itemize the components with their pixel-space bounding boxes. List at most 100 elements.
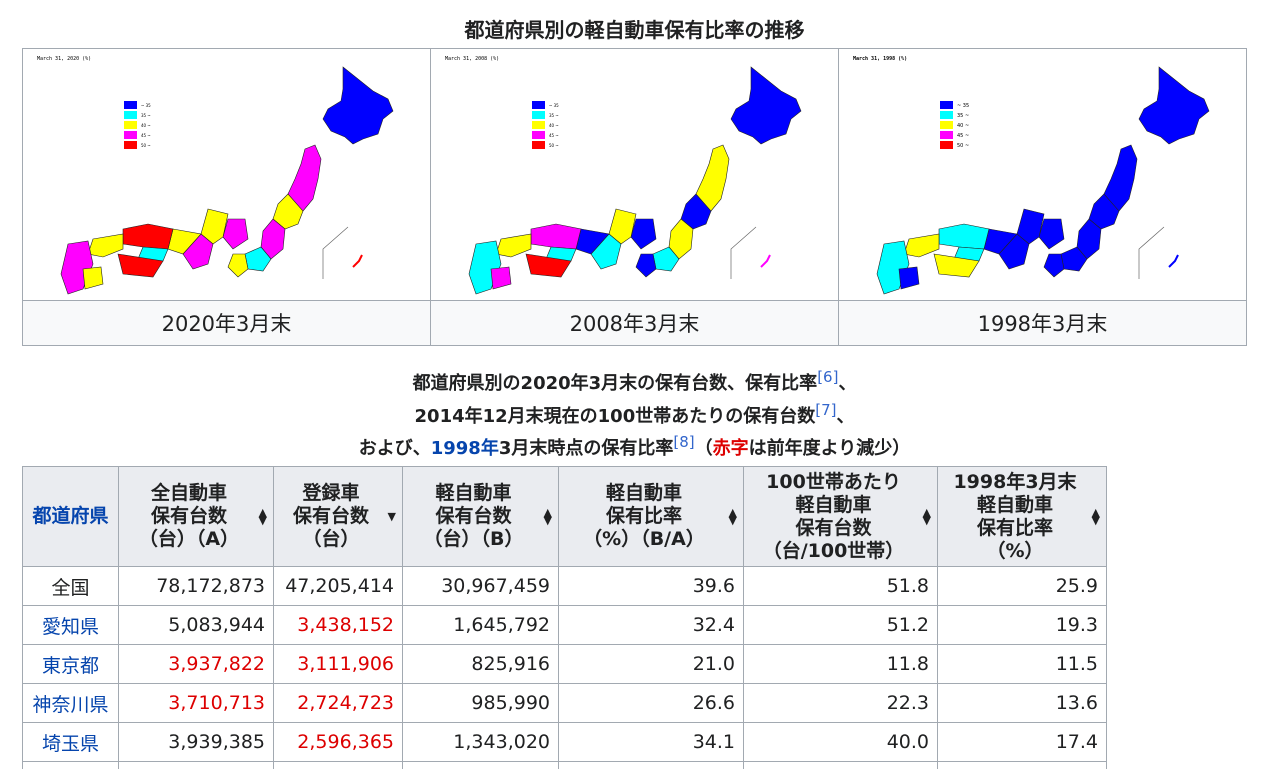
map-shapes (876, 66, 1210, 295)
map-image-2008[interactable]: March 31, 2008 (%) ~ 35 35 ~ 40 ~ 45 ~ 50 … (431, 49, 838, 301)
ratio-1998-cell: 25.9 (937, 566, 1107, 606)
table-row: 愛知県 5,083,944 3,438,152 1,645,792 32.4 51.2 19… (22, 605, 1107, 645)
ratio-1998-cell: 11.5 (937, 644, 1107, 684)
map-panel-2008: March 31, 2008 (%) ~ 35 35 ~ 40 ~ 45 ~ 50 … (431, 49, 839, 345)
year-link-1998[interactable]: 1998年 (430, 438, 499, 459)
sort-icon[interactable]: ▲ ▼ (543, 505, 552, 527)
kei-cell: 1,343,020 (402, 722, 559, 762)
col-header-total[interactable]: 全自動車 保有台数 （台）（A） ▲ ▼ (118, 466, 274, 567)
okinawa-inset (1138, 226, 1179, 279)
table-row: 東京都 3,937,822 3,111,906 825,916 21.0 11.8 11.5 (22, 644, 1107, 684)
okinawa-inset (730, 226, 771, 279)
svg-text:45 ~: 45 ~ (549, 133, 559, 138)
prefecture-cell[interactable]: 愛知県 (22, 605, 119, 645)
per100-cell: 41.4 (743, 761, 938, 769)
ref-link-8[interactable]: [8] (673, 433, 695, 451)
per100-cell: 11.8 (743, 644, 938, 684)
col-header-registered[interactable]: 登録車 保有台数 （台） ▼ (273, 466, 403, 567)
map-image-2020[interactable]: March 31, 2020 (%) ~ 35 35 ~ 40 ~ 45 ~ 50 … (23, 49, 430, 301)
total-cell: 3,939,385 (118, 722, 274, 762)
map-panel-2020: March 31, 2020 (%) ~ 35 35 ~ 40 ~ 45 ~ 50 … (23, 49, 431, 345)
table-caption-line-2: 2014年12月末現在の100世帯あたりの保有台数[7]、 (414, 401, 855, 427)
ratio-cell: 32.4 (558, 605, 744, 645)
prefecture-cell[interactable]: 神奈川県 (22, 683, 119, 723)
svg-text:~ 35: ~ 35 (141, 103, 151, 108)
kei-cell: 825,916 (402, 644, 559, 684)
red-text-note: 赤字 (712, 438, 749, 459)
svg-text:40 ~: 40 ~ (141, 123, 151, 128)
prefecture-cell: 全国 (22, 566, 119, 606)
sort-desc-icon[interactable]: ▼ (387, 509, 396, 523)
ratio-cell: 21.0 (558, 644, 744, 684)
map-image-1998[interactable]: March 31, 1998 (%) ~ 35 35 ~ 40 ~ 45 ~ 50 … (839, 49, 1246, 301)
per100-cell: 40.0 (743, 722, 938, 762)
okinawa-inset (322, 226, 363, 279)
table-caption-line-1: 都道府県別の2020年3月末の保有台数、保有比率[6]、 (412, 368, 857, 394)
sort-icon[interactable]: ▲ ▼ (1091, 505, 1100, 527)
registered-cell: 3,111,906 (273, 644, 403, 684)
registered-cell: 3,438,152 (273, 605, 403, 645)
col-header-prefecture[interactable]: 都道府県 (22, 466, 119, 567)
total-cell: 78,172,873 (118, 566, 274, 606)
svg-text:~ 35: ~ 35 (549, 103, 559, 108)
total-cell: 3,937,822 (118, 644, 274, 684)
table-row: 埼玉県 3,939,385 2,596,365 1,343,020 34.1 40.0 17… (22, 722, 1107, 762)
ref-link-7[interactable]: [7] (815, 401, 837, 419)
svg-text:35 ~: 35 ~ (141, 113, 151, 118)
ratio-cell: 34.1 (558, 722, 744, 762)
registered-cell: 2,596,365 (273, 722, 403, 762)
prefecture-cell[interactable]: 北海道 (22, 761, 119, 769)
col-header-per100[interactable]: 100世帯あたり 軽自動車 保有台数 （台/100世帯） ▲ ▼ (743, 466, 938, 567)
col-header-1998[interactable]: 1998年3月末 軽自動車 保有比率 （%） ▲ ▼ (937, 466, 1107, 567)
ref-link-6[interactable]: [6] (817, 368, 839, 386)
svg-text:45 ~: 45 ~ (957, 133, 969, 139)
col-header-ratio[interactable]: 軽自動車 保有比率 （%）（B/A） ▲ ▼ (558, 466, 744, 567)
table-caption-line-3: および、1998年3月末時点の保有比率[8]（赤字は前年度より減少） (358, 433, 911, 459)
header-row: 都道府県 全自動車 保有台数 （台）（A） ▲ ▼ 登録車 保有台数 （台） ▼ 軽自… (22, 466, 1107, 567)
sort-icon[interactable]: ▲ ▼ (728, 505, 737, 527)
map-legend: ~ 35 35 ~ 40 ~ 45 ~ 50 ~ (124, 101, 151, 149)
total-cell: 3,710,713 (118, 683, 274, 723)
map-caption-1998: 1998年3月末 (839, 301, 1246, 345)
kei-cell: 985,990 (402, 683, 559, 723)
map-legend: ~ 35 35 ~ 40 ~ 45 ~ 50 ~ (940, 101, 969, 149)
registered-cell: 2,461,803 (273, 761, 403, 769)
svg-text:50 ~: 50 ~ (957, 143, 969, 149)
total-cell: 5,083,944 (118, 605, 274, 645)
table-row: 神奈川県 3,710,713 2,724,723 985,990 26.6 22.3 13.… (22, 683, 1107, 723)
kei-cell: 1,645,792 (402, 605, 559, 645)
ratio-1998-cell: 19.3 (937, 605, 1107, 645)
svg-text:35 ~: 35 ~ (549, 113, 559, 118)
registered-cell: 47,205,414 (273, 566, 403, 606)
col-header-kei[interactable]: 軽自動車 保有台数 （台）（B） ▲ ▼ (402, 466, 559, 567)
map-caption-2020: 2020年3月末 (23, 301, 430, 345)
per100-cell: 51.2 (743, 605, 938, 645)
svg-text:~ 35: ~ 35 (957, 103, 969, 109)
sort-icon[interactable]: ▲ ▼ (258, 505, 267, 527)
registered-cell: 2,724,723 (273, 683, 403, 723)
sort-icon[interactable]: ▲ ▼ (922, 505, 931, 527)
svg-text:40 ~: 40 ~ (957, 123, 969, 129)
map-header-text: March 31, 2020 (%) (37, 56, 91, 62)
svg-text:40 ~: 40 ~ (549, 123, 559, 128)
japan-map-2008: March 31, 2008 (%) ~ 35 35 ~ 40 ~ 45 ~ 50 … (445, 56, 802, 295)
per100-cell: 22.3 (743, 683, 938, 723)
svg-text:50 ~: 50 ~ (141, 143, 151, 148)
total-cell: 3,629,904 (118, 761, 274, 769)
ratio-cell: 39.6 (558, 566, 744, 606)
figure-title: 都道府県別の軽自動車保有比率の推移 (464, 18, 805, 42)
map-panel-1998: March 31, 1998 (%) ~ 35 35 ~ 40 ~ 45 ~ 50 … (839, 49, 1246, 345)
map-legend: ~ 35 35 ~ 40 ~ 45 ~ 50 ~ (532, 101, 559, 149)
table-row: 全国 78,172,873 47,205,414 30,967,459 39.6 51.8… (22, 566, 1107, 606)
prefecture-cell[interactable]: 埼玉県 (22, 722, 119, 762)
ratio-cell: 32.2 (558, 761, 744, 769)
map-header-text: March 31, 1998 (%) (853, 56, 907, 62)
japan-map-2020: March 31, 2020 (%) ~ 35 35 ~ 40 ~ 45 ~ 50 … (37, 56, 394, 295)
per100-cell: 51.8 (743, 566, 938, 606)
map-shapes (60, 66, 394, 295)
map-caption-2008: 2008年3月末 (431, 301, 838, 345)
kei-cell: 1,167,901 (402, 761, 559, 769)
kei-cell: 30,967,459 (402, 566, 559, 606)
prefecture-cell[interactable]: 東京都 (22, 644, 119, 684)
